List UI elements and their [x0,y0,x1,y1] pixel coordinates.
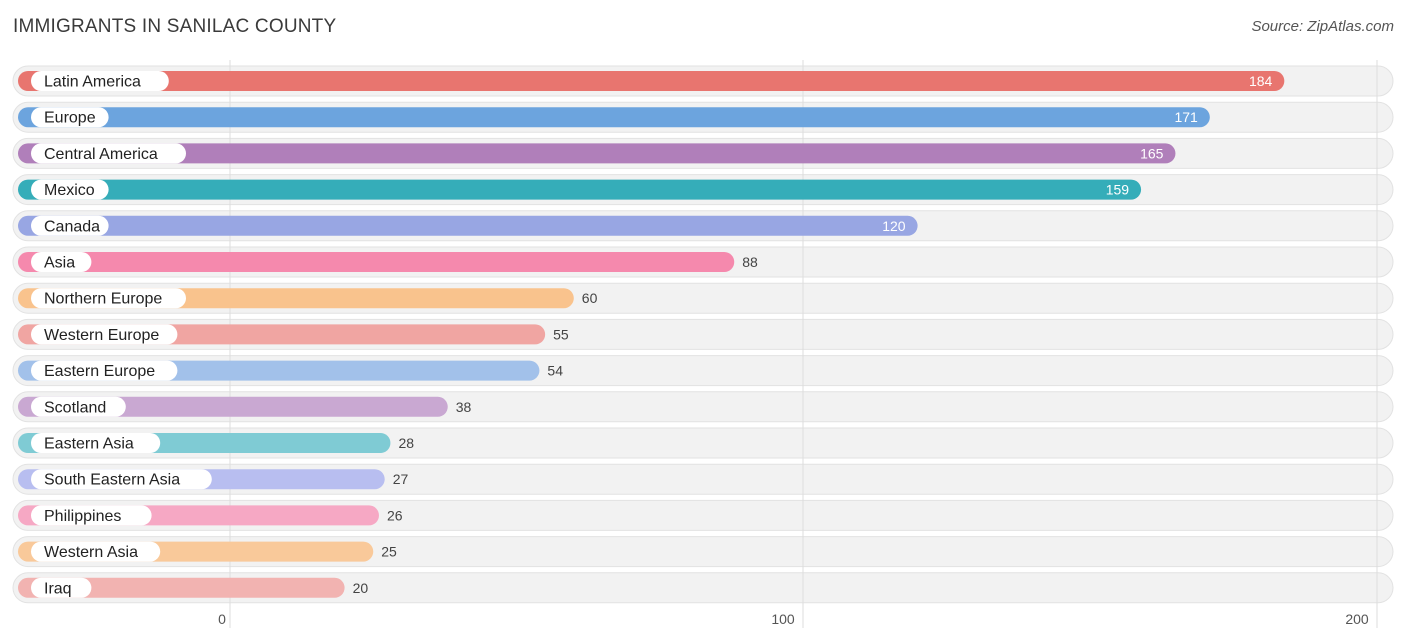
x-tick-label: 0 [218,611,226,627]
bar-label-pill [31,541,161,562]
bar-label-pill [31,179,109,200]
source-credit: Source: ZipAtlas.com [1251,18,1394,35]
bar-value: 184 [1249,73,1273,89]
bar-value: 26 [387,507,403,523]
bar [18,179,1142,200]
bar-value: 165 [1140,145,1164,161]
bar-value: 60 [582,290,598,306]
row-track [12,572,1394,604]
chart-title: IMMIGRANTS IN SANILAC COUNTY [13,16,337,37]
bar-value: 88 [742,254,758,270]
bar-label: Philippines [44,508,121,525]
bar-label-pill [31,505,152,526]
x-tick-label: 100 [771,611,795,627]
bar-label-pill [31,288,186,309]
bar-label: Eastern Asia [44,436,134,453]
bar-label: Western Asia [44,544,138,561]
bar-label-pill [31,215,109,236]
bar [18,252,735,272]
bar-value: 28 [398,435,414,451]
bar-label: Europe [44,110,96,127]
bar-label-pill [31,324,178,345]
bar-value: 20 [353,580,369,596]
bar-label: Asia [44,255,75,272]
bar [18,71,1285,91]
bar-value: 25 [381,544,397,560]
bar-value: 38 [456,399,472,415]
bar-value: 55 [553,326,569,342]
bar [18,215,918,236]
bar-label-pill [31,577,92,598]
bar-label-pill [31,433,161,453]
bar-label: Canada [44,218,100,235]
bar-label-pill [31,469,212,490]
bar-label-pill [31,360,178,381]
bar-label-pill [31,71,169,91]
bar-value: 159 [1106,182,1130,198]
bar [18,577,345,598]
bar-label: Eastern Europe [44,363,155,380]
bar-label-pill [31,396,126,417]
bar-label: Scotland [44,399,106,416]
bar [18,396,448,417]
bar [18,107,1210,128]
bar-label-pill [31,107,109,128]
bar-label: Central America [44,146,158,163]
bar-label: Mexico [44,182,95,199]
x-tick-label: 200 [1345,611,1369,627]
bar-value: 54 [547,363,563,379]
bar-label: Northern Europe [44,291,162,308]
bar-value: 120 [882,218,906,234]
bar-value: 27 [393,471,409,487]
bar-label: Latin America [44,74,141,91]
bar-value: 171 [1174,109,1198,125]
bar-label: Western Europe [44,327,159,344]
bar-label: Iraq [44,580,72,597]
bar-label-pill [31,143,186,164]
bar-label-pill [31,252,92,272]
bar [18,143,1176,164]
bar-label: South Eastern Asia [44,472,180,489]
